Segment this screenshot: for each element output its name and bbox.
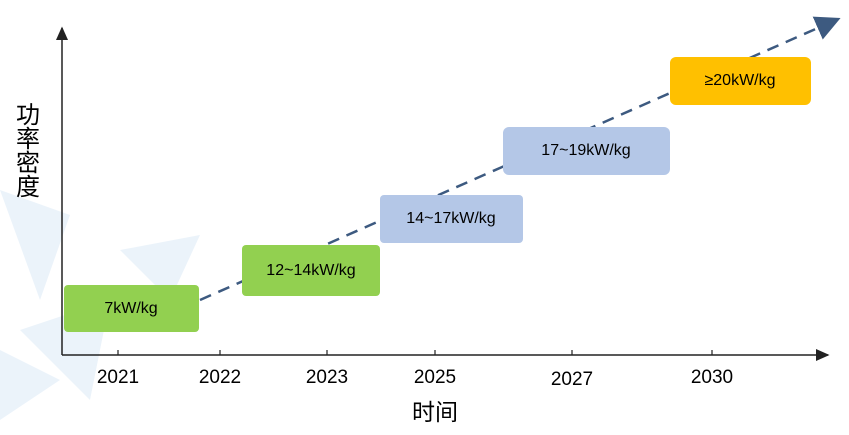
box-label: ≥20kW/kg xyxy=(704,72,775,89)
year-label: 2023 xyxy=(306,367,348,388)
year-label: 2027 xyxy=(551,369,593,390)
year-label: 2021 xyxy=(97,367,139,388)
box-label: 7kW/kg xyxy=(104,300,157,317)
year-label: 2025 xyxy=(414,367,456,388)
box xyxy=(670,57,811,105)
x-axis-label: 时间 xyxy=(412,399,458,425)
year-label: 2022 xyxy=(199,367,241,388)
box xyxy=(503,127,670,175)
year-label: 2030 xyxy=(691,367,733,388)
box xyxy=(380,195,523,243)
x-ticks xyxy=(117,350,713,355)
box-label: 14~17kW/kg xyxy=(406,210,495,227)
box-label: 17~19kW/kg xyxy=(541,142,630,159)
y-axis-label: 功率密度 xyxy=(12,102,40,198)
box xyxy=(242,245,380,296)
box xyxy=(64,285,199,332)
box-label: 12~14kW/kg xyxy=(266,262,355,279)
